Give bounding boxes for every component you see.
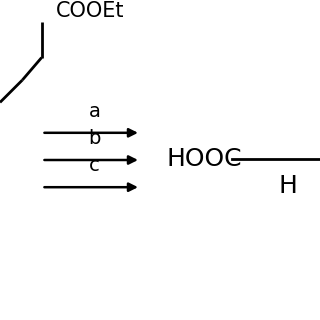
- Text: COOEt: COOEt: [56, 1, 124, 21]
- Text: b: b: [88, 129, 100, 148]
- Text: HOOC: HOOC: [166, 147, 242, 171]
- Text: H: H: [278, 173, 297, 197]
- Text: c: c: [89, 156, 100, 175]
- Text: a: a: [88, 102, 100, 121]
